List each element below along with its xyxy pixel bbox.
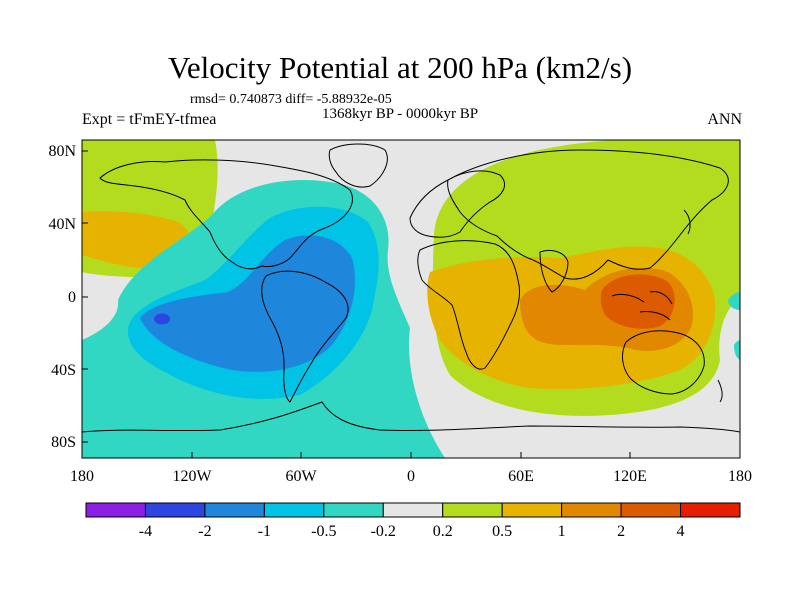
colorbar: -4 -2 -1 -0.5 -0.2 0.2 0.5 1 2 4: [85, 502, 741, 540]
contour-neg1-americas: [140, 235, 356, 372]
colorbar-label: -0.2: [371, 523, 396, 540]
lon-label: 120E: [613, 468, 647, 485]
season-label: ANN: [707, 111, 742, 128]
experiment-label: Expt = tFmEY-tfmea: [82, 111, 217, 128]
coast-new-zealand: [717, 379, 723, 403]
coast-greenland: [328, 143, 388, 188]
colorbar-boxes: [85, 502, 741, 518]
coast-south-america: [261, 270, 349, 403]
colorbar-box: [382, 502, 444, 518]
coastlines: [82, 143, 740, 433]
coast-asia: [447, 149, 729, 280]
colorbar-label: -2: [198, 523, 211, 540]
colorbar-label: -1: [258, 523, 271, 540]
colorbar-box: [323, 502, 384, 518]
lat-label: 80S: [51, 434, 76, 451]
lat-label: 40S: [51, 362, 76, 379]
colorbar-label: -4: [139, 523, 152, 540]
colorbar-box: [85, 502, 146, 518]
colorbar-label: 2: [617, 523, 625, 540]
coast-india: [539, 249, 569, 293]
colorbar-box: [204, 502, 265, 518]
coast-japan: [683, 209, 691, 235]
lat-label: 40N: [48, 216, 76, 233]
colorbar-box: [442, 502, 503, 518]
colorbar-box: [561, 502, 622, 518]
map-title: Velocity Potential at 200 hPa (km2/s): [167, 50, 633, 85]
colorbar-box: [680, 502, 741, 518]
coast-maritime-continent: [611, 291, 673, 321]
contour-2-eastern: [600, 274, 675, 329]
contour-neg0.2-east-edge-b: [734, 340, 740, 360]
lon-label: 180: [70, 468, 94, 485]
colorbar-box: [144, 502, 206, 518]
lat-tick-marks: [82, 150, 88, 443]
lat-label: 80N: [48, 143, 76, 160]
coast-africa: [417, 240, 521, 370]
colorbar-label: 4: [677, 523, 685, 540]
coast-australia: [622, 330, 705, 395]
stats-label: rmsd= 0.740873 diff= -5.88932e-05: [190, 92, 392, 107]
colorbar-box: [620, 502, 682, 518]
coast-antarctica: [82, 401, 740, 433]
colorbar-box: [263, 502, 325, 518]
colorbar-labels: -4 -2 -1 -0.5 -0.2 0.2 0.5 1 2 4: [139, 523, 685, 540]
lat-label: 0: [68, 289, 76, 306]
colorbar-label: 0.2: [433, 523, 453, 540]
lon-label: 0: [407, 468, 415, 485]
contour-neg0.2-east-edge: [728, 292, 740, 310]
lon-tick-labels: 180 120W 60W 0 60E 120E 180: [70, 468, 752, 485]
lon-label: 180: [728, 468, 752, 485]
lon-tick-marks: [191, 452, 631, 458]
coast-north-america: [99, 159, 353, 270]
lon-label: 60W: [285, 468, 317, 485]
colorbar-box: [501, 502, 563, 518]
period-label: 1368kyr BP - 0000kyr BP: [322, 106, 479, 122]
colorbar-label: -0.5: [311, 523, 336, 540]
map-plot-area: [82, 140, 740, 458]
colorbar-label: 1: [558, 523, 566, 540]
contour-neg2-americas: [154, 313, 170, 325]
lon-label: 60E: [508, 468, 534, 485]
lat-tick-labels: 80N 40N 0 40S 80S: [48, 143, 76, 451]
colorbar-label: 0.5: [492, 523, 512, 540]
lon-label: 120W: [172, 468, 212, 485]
